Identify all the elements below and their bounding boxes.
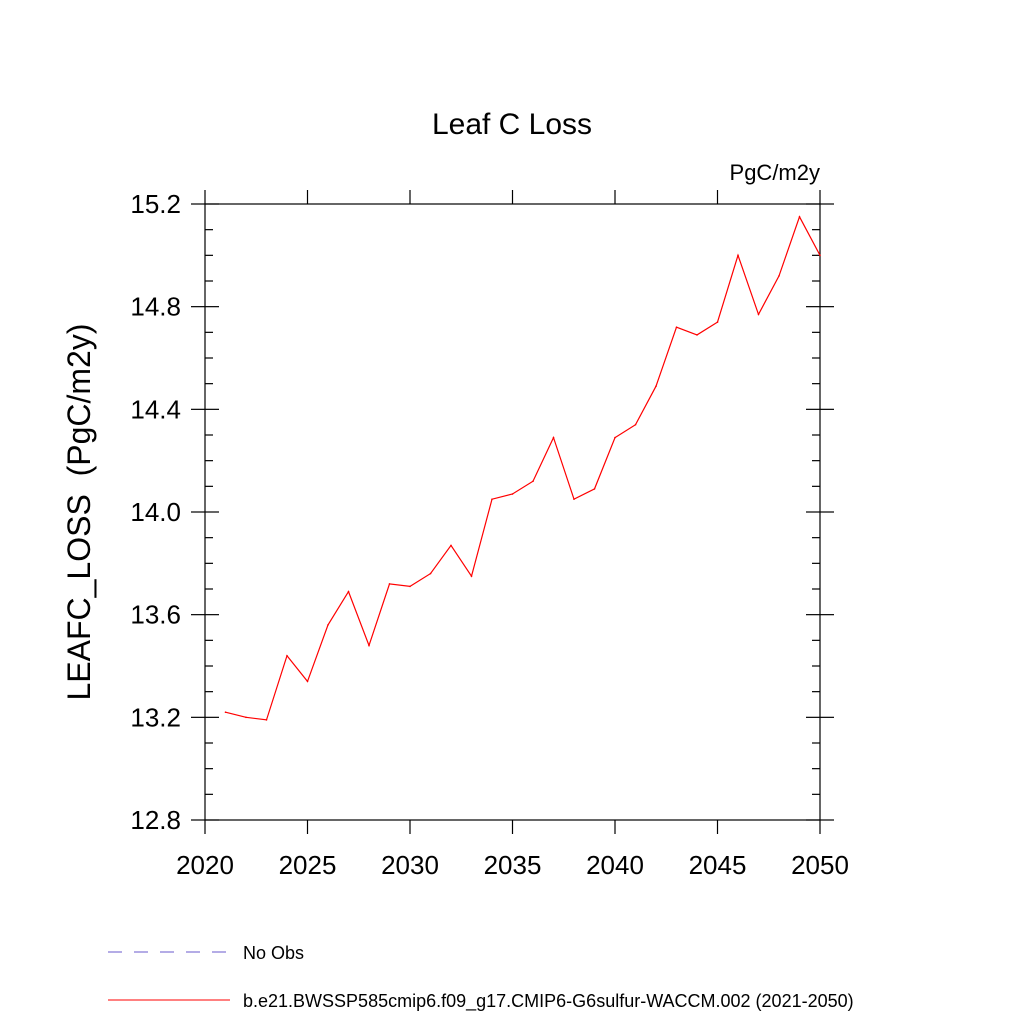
data-point xyxy=(306,680,309,683)
data-point xyxy=(675,326,678,329)
y-tick-label: 15.2 xyxy=(130,189,181,219)
data-point xyxy=(696,334,698,336)
data-point xyxy=(409,585,411,588)
y-tick-label: 14.0 xyxy=(130,497,181,527)
data-point xyxy=(737,254,739,257)
data-point xyxy=(450,544,452,547)
data-point xyxy=(265,719,268,721)
data-point xyxy=(634,423,637,426)
data-point xyxy=(655,385,657,388)
legend-label: No Obs xyxy=(243,943,304,963)
plot-frame xyxy=(204,203,821,821)
legend-label: b.e21.BWSSP585cmip6.f09_g17.CMIP6-G6sulf… xyxy=(243,991,854,1012)
data-point xyxy=(573,498,575,500)
data-point xyxy=(245,716,247,719)
data-point xyxy=(347,590,350,593)
y-tick-label: 13.6 xyxy=(130,600,181,630)
units-label: PgC/m2y xyxy=(730,160,820,185)
data-point xyxy=(491,498,493,500)
series-line xyxy=(225,215,821,721)
data-point xyxy=(327,624,329,626)
data-point xyxy=(511,493,514,495)
data-point xyxy=(286,654,288,657)
data-point xyxy=(819,254,821,257)
data-point xyxy=(593,488,596,490)
x-tick-label: 2045 xyxy=(689,850,747,880)
series-layer xyxy=(224,215,821,721)
y-tick-label: 13.2 xyxy=(130,702,181,732)
y-tick-label: 12.8 xyxy=(130,805,181,835)
chart-title: Leaf C Loss xyxy=(432,108,592,141)
data-point xyxy=(552,436,555,439)
data-point xyxy=(778,275,780,277)
x-tick-label: 2020 xyxy=(176,850,234,880)
legend: No Obs b.e21.BWSSP585cmip6.f09_g17.CMIP6-… xyxy=(108,943,854,1012)
data-point xyxy=(429,572,432,575)
data-point xyxy=(224,711,227,713)
data-point xyxy=(532,480,534,483)
x-tick-label: 2025 xyxy=(279,850,337,880)
data-point xyxy=(470,575,473,577)
y-tick-label: 14.8 xyxy=(130,292,181,322)
x-tick-label: 2050 xyxy=(791,850,849,880)
data-point xyxy=(614,436,616,439)
x-tick-label: 2040 xyxy=(586,850,644,880)
data-point xyxy=(388,583,391,585)
x-tick-label: 2035 xyxy=(484,850,542,880)
plot-axes: 2020 2025 2030 2035 2040 2045 2050 12.8 13.2 13.6… xyxy=(130,189,849,880)
x-tick-label: 2030 xyxy=(381,850,439,880)
data-point xyxy=(716,321,719,323)
y-axis-label: LEAFC_LOSS (PgC/m2y) xyxy=(61,324,97,701)
data-point xyxy=(798,216,801,218)
data-point xyxy=(368,644,370,647)
data-point xyxy=(757,313,760,316)
y-tick-label: 14.4 xyxy=(130,394,181,424)
